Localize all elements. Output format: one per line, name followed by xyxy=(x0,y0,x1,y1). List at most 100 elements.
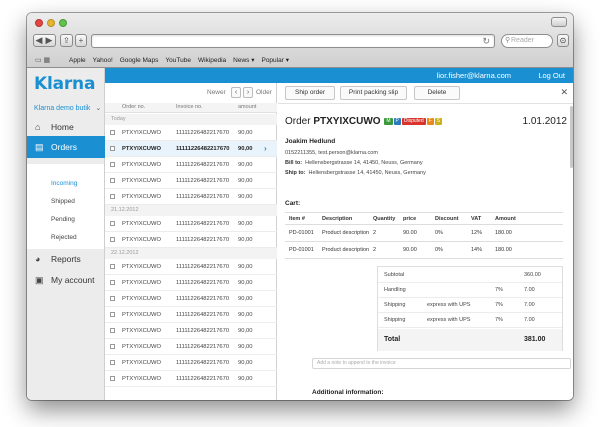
bookmark-item[interactable]: Apple xyxy=(69,57,86,64)
bookmark-item[interactable]: YouTube xyxy=(165,57,191,64)
summary-row: Shipping express with UPS 7% 7.00 xyxy=(378,298,562,313)
bookmarks-bar: ▭ ▦ Apple Yahoo! Google Maps YouTube Wikiped… xyxy=(27,53,573,68)
table-row[interactable]: PTXYIXCUWO 11111226482217670 90,00 xyxy=(105,232,277,248)
cart-column-header: Quantity xyxy=(373,216,396,222)
reading-list-icon[interactable]: ▭ ▦ xyxy=(35,57,51,64)
amount-cell: 90,00 xyxy=(238,360,253,366)
row-checkbox[interactable] xyxy=(110,280,115,285)
table-row[interactable]: PTXYIXCUWO 11111226482217670 90,00 › xyxy=(105,141,277,157)
table-row[interactable]: PTXYIXCUWO 11111226482217670 90,00 xyxy=(105,291,277,307)
subnav-shipped[interactable]: Shipped xyxy=(51,198,75,205)
cart-cell: 14% xyxy=(471,247,483,253)
amount-cell: 90,00 xyxy=(238,344,253,350)
row-checkbox[interactable] xyxy=(110,178,115,183)
summary-note: express with UPS xyxy=(427,317,471,323)
list-header xyxy=(105,103,277,113)
row-checkbox[interactable] xyxy=(110,194,115,199)
zoom-window-button[interactable] xyxy=(59,19,67,27)
reader-search-field[interactable]: ⚲ Reader xyxy=(501,34,553,48)
summary-value: 360.00 xyxy=(524,272,541,278)
col-amount[interactable]: amount xyxy=(238,104,257,110)
bookmark-list: Apple Yahoo! Google Maps YouTube Wikipedia Ne… xyxy=(69,53,296,68)
clipboard-icon: ▤ xyxy=(35,142,44,152)
forward-icon[interactable]: ▶ xyxy=(45,35,53,45)
order-title: Order PTXYIXCUWO M P Disputed F S xyxy=(285,116,443,127)
row-checkbox[interactable] xyxy=(110,130,115,135)
table-row[interactable]: PTXYIXCUWO 11111226482217670 90,00 xyxy=(105,275,277,291)
table-row[interactable]: PTXYIXCUWO 11111226482217670 90,00 xyxy=(105,371,277,387)
scrollbar[interactable] xyxy=(570,106,573,168)
total-row: Total 381.00 xyxy=(378,329,562,351)
row-checkbox[interactable] xyxy=(110,162,115,167)
table-row[interactable]: PTXYIXCUWO 11111226482217670 90,00 xyxy=(105,157,277,173)
reload-icon[interactable]: ↻ xyxy=(482,36,490,46)
bookmark-item[interactable]: News ▾ xyxy=(233,57,255,64)
table-row[interactable]: PTXYIXCUWO 11111226482217670 90,00 xyxy=(105,189,277,205)
logout-link[interactable]: Log Out xyxy=(538,71,565,80)
download-button[interactable]: ⊙ xyxy=(557,34,569,47)
ship-order-button[interactable]: Ship order xyxy=(285,86,335,100)
print-packing-slip-button[interactable]: Print packing slip xyxy=(340,86,407,100)
table-row[interactable]: PTXYIXCUWO 11111226482217670 90,00 xyxy=(105,125,277,141)
order-no-cell: PTXYIXCUWO xyxy=(122,237,161,243)
row-checkbox[interactable] xyxy=(110,360,115,365)
bookmark-item[interactable]: Wikipedia xyxy=(197,57,227,64)
status-badge: F xyxy=(426,118,434,125)
row-checkbox[interactable] xyxy=(110,237,115,242)
address-bar[interactable]: ↻ xyxy=(91,34,495,48)
row-checkbox[interactable] xyxy=(110,264,115,269)
row-checkbox[interactable] xyxy=(110,296,115,301)
subnav-pending[interactable]: Pending xyxy=(51,216,75,223)
nav-reports[interactable]: ◕ Reports xyxy=(27,250,105,268)
chevron-right-icon[interactable]: › xyxy=(264,144,267,153)
invoice-no-cell: 11111226482217670 xyxy=(176,264,230,270)
delete-button[interactable]: Delete xyxy=(414,86,460,100)
row-checkbox[interactable] xyxy=(110,221,115,226)
invoice-note-input[interactable]: Add a note to append to the invoice xyxy=(312,358,571,369)
col-invoice-no[interactable]: Invoice no. xyxy=(176,104,203,110)
additional-info-heading: Additional information: xyxy=(312,389,384,396)
col-order-no[interactable]: Order no. xyxy=(122,104,146,110)
prev-page-button[interactable]: ‹ xyxy=(231,87,241,98)
nav-orders[interactable]: ▤ Orders xyxy=(27,136,105,158)
table-row[interactable]: PTXYIXCUWO 11111226482217670 90,00 xyxy=(105,259,277,275)
nav-home[interactable]: ⌂ Home xyxy=(27,118,105,136)
nav-my-account[interactable]: ▣ My account xyxy=(27,271,105,289)
bookmark-item[interactable]: Yahoo! xyxy=(92,57,113,64)
back-forward-buttons[interactable]: ◀ ▶ xyxy=(33,34,56,47)
row-checkbox[interactable] xyxy=(110,312,115,317)
summary-row: Subtotal 360.00 xyxy=(378,268,562,283)
bookmark-item[interactable]: Google Maps xyxy=(119,57,159,64)
row-checkbox[interactable] xyxy=(110,344,115,349)
table-row[interactable]: PTXYIXCUWO 11111226482217670 90,00 xyxy=(105,173,277,189)
summary-percent: 7% xyxy=(495,302,503,308)
table-row[interactable]: PTXYIXCUWO 11111226482217670 90,00 xyxy=(105,339,277,355)
amount-cell: 90,00 xyxy=(238,221,253,227)
back-icon[interactable]: ◀ xyxy=(35,35,43,45)
nav-reports-label: Reports xyxy=(51,254,81,264)
row-checkbox[interactable] xyxy=(110,328,115,333)
fullscreen-button[interactable] xyxy=(551,17,567,27)
close-window-button[interactable] xyxy=(35,19,43,27)
row-checkbox[interactable] xyxy=(110,146,115,151)
bookmark-item[interactable]: Popular ▾ xyxy=(261,57,289,64)
invoice-no-cell: 11111226482217670 xyxy=(176,162,230,168)
table-row[interactable]: PTXYIXCUWO 11111226482217670 90,00 xyxy=(105,216,277,232)
summary-value: 7.00 xyxy=(524,287,535,293)
close-icon[interactable]: ✕ xyxy=(560,87,568,97)
row-checkbox[interactable] xyxy=(110,376,115,381)
bill-to-address: Hellensbergstrasse 14, 41450, Neuss, Ger… xyxy=(305,160,423,166)
ship-to-address: Hellensbergstrasse 14, 41450, Neuss, Ger… xyxy=(308,170,426,176)
briefcase-icon: ▣ xyxy=(35,275,44,285)
table-row[interactable]: PTXYIXCUWO 11111226482217670 90,00 xyxy=(105,323,277,339)
share-button[interactable]: ⇪ xyxy=(60,34,73,47)
minimize-window-button[interactable] xyxy=(47,19,55,27)
store-selector[interactable]: Klarna demo butik ⌄ xyxy=(34,104,101,112)
subnav-incoming[interactable]: Incoming xyxy=(51,180,78,187)
table-row[interactable]: PTXYIXCUWO 11111226482217670 90,00 xyxy=(105,307,277,323)
table-row[interactable]: PTXYIXCUWO 11111226482217670 90,00 xyxy=(105,355,277,371)
next-page-button[interactable]: › xyxy=(243,87,253,98)
sidebar: Klarna Klarna demo butik ⌄ ⌂ Home ▤ Order… xyxy=(27,68,105,400)
new-tab-button[interactable]: + xyxy=(75,34,87,47)
subnav-rejected[interactable]: Rejected xyxy=(51,234,77,241)
